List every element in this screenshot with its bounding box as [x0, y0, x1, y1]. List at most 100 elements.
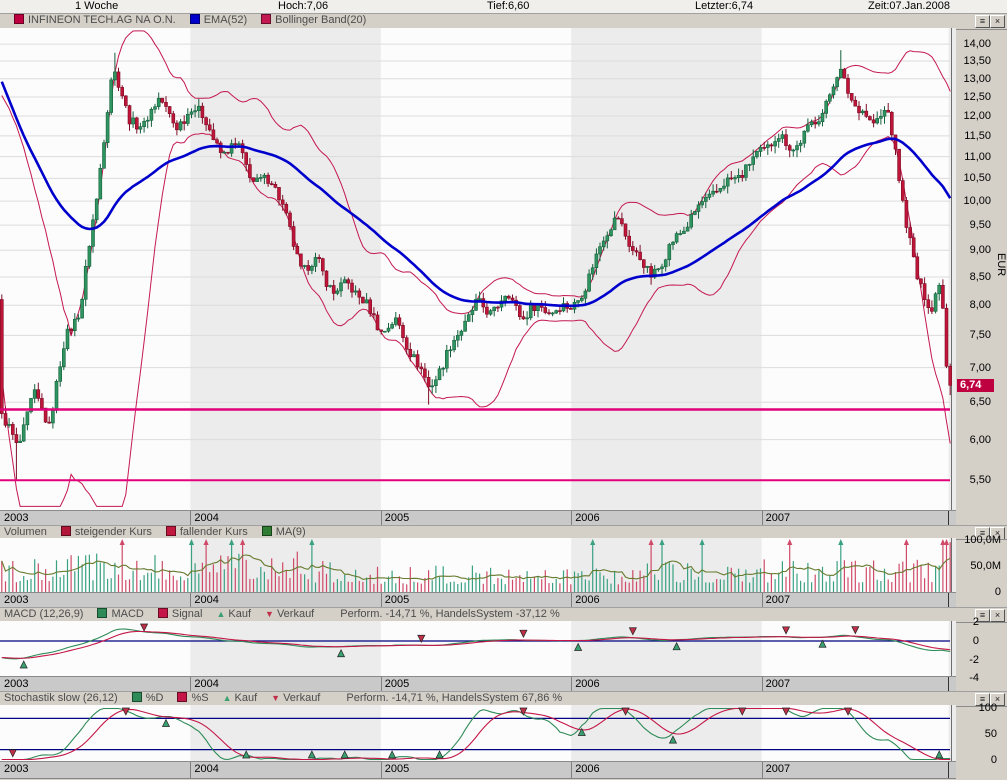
volume-spike-arrow-icon: [309, 539, 315, 545]
macd-chart[interactable]: [0, 621, 956, 676]
candle: [944, 307, 949, 367]
legend-label: MA(9): [275, 526, 306, 538]
stochastic-chart[interactable]: [0, 705, 956, 761]
legend-item: EMA(52): [189, 14, 247, 26]
candle: [452, 339, 456, 351]
volume-chart[interactable]: [0, 538, 956, 592]
candle: [820, 113, 825, 123]
year-shade: [948, 705, 956, 761]
sell-marker: [781, 626, 791, 635]
sell-marker: [738, 707, 747, 716]
year-shade: [190, 621, 381, 676]
high-label: Hoch:7,06: [278, 0, 329, 12]
panel-close-button[interactable]: ×: [990, 15, 1005, 28]
legend-label: Kauf: [228, 608, 252, 620]
macd-tick-label: 0: [972, 635, 979, 647]
y-axis-tick-label: 5,50: [969, 474, 991, 486]
candle: [638, 251, 642, 261]
legend-swatch: [189, 14, 200, 24]
x-year-label: 2004: [194, 512, 219, 524]
candle: [178, 121, 183, 131]
legend-item: MACD: [97, 608, 144, 620]
candle: [361, 296, 365, 304]
y-axis-tick-label: 13,50: [963, 55, 991, 67]
candle: [401, 324, 405, 338]
candle: [430, 385, 435, 388]
candle: [463, 320, 467, 332]
candle: [594, 253, 599, 268]
candle: [587, 273, 591, 292]
panel-close-button[interactable]: ×: [990, 527, 1005, 539]
year-shade: [190, 705, 381, 761]
panel-menu-button[interactable]: ≡: [975, 693, 990, 706]
buy-triangle-icon: ▲: [216, 609, 226, 619]
candle: [864, 110, 869, 117]
candle: [313, 257, 318, 267]
candle: [3, 413, 8, 426]
candle: [645, 266, 650, 268]
candle: [54, 380, 59, 411]
panel-close-button[interactable]: ×: [990, 609, 1005, 622]
x-year-label: 2006: [575, 763, 600, 775]
candle: [65, 328, 70, 350]
sell-triangle-icon: ▼: [265, 609, 274, 619]
candle: [660, 266, 664, 269]
candle: [784, 134, 788, 146]
volume-spike-arrow-icon: [188, 539, 195, 545]
candle: [634, 250, 639, 253]
x-year-label: 2006: [575, 512, 600, 524]
candle: [434, 379, 438, 386]
candle: [718, 188, 723, 192]
x-band-separator: [190, 593, 192, 608]
y-axis-tick-label: 11,00: [964, 151, 991, 163]
candle: [135, 117, 139, 130]
candle: [295, 246, 300, 255]
candle: [601, 240, 606, 248]
panel-close-button[interactable]: ×: [990, 693, 1005, 706]
panel-menu-button[interactable]: ≡: [975, 15, 990, 28]
candle: [496, 306, 500, 309]
candle: [335, 290, 340, 294]
x-band-separator: [571, 511, 573, 526]
x-year-label: 2003: [4, 512, 29, 524]
candle: [36, 389, 41, 399]
panel-title: MACD (12,26,9): [4, 608, 84, 620]
candle: [167, 106, 172, 114]
panel-menu-button[interactable]: ≡: [975, 527, 990, 539]
x-band-separator: [380, 593, 382, 608]
year-shade: [948, 28, 956, 510]
x-axis-band-4: 2003 2004 2005 2006 2007: [0, 761, 956, 779]
volume-tick-label: 100,0M: [964, 534, 1001, 546]
price-chart[interactable]: [0, 28, 956, 510]
volume-spike-arrow-icon: [787, 539, 793, 545]
candle: [76, 317, 81, 320]
candle: [751, 156, 756, 165]
legend-item: MA(9): [261, 526, 306, 538]
candle: [948, 365, 953, 386]
x-band-separator: [761, 677, 763, 692]
candle: [503, 295, 508, 302]
panel-menu-button[interactable]: ≡: [975, 609, 990, 622]
sell-marker: [519, 707, 528, 716]
candle: [773, 141, 777, 147]
candle: [703, 197, 708, 202]
x-year-label: 2005: [384, 678, 410, 690]
candle: [171, 113, 176, 124]
candle: [689, 214, 694, 228]
year-shade: [571, 538, 762, 592]
candle: [725, 177, 730, 187]
candle: [623, 223, 628, 237]
candle: [102, 142, 106, 169]
candle: [25, 411, 30, 426]
sell-marker: [121, 707, 130, 716]
candle: [736, 175, 741, 179]
candle: [73, 318, 77, 332]
legend-swatch: [157, 608, 168, 618]
period-label: 1 Woche: [75, 0, 119, 12]
candle: [444, 350, 449, 369]
candle: [375, 314, 380, 331]
candle: [277, 187, 281, 201]
legend-label: steigender Kurs: [74, 526, 152, 538]
candle: [306, 265, 311, 271]
y-axis-tick-label: 11,50: [964, 130, 991, 142]
